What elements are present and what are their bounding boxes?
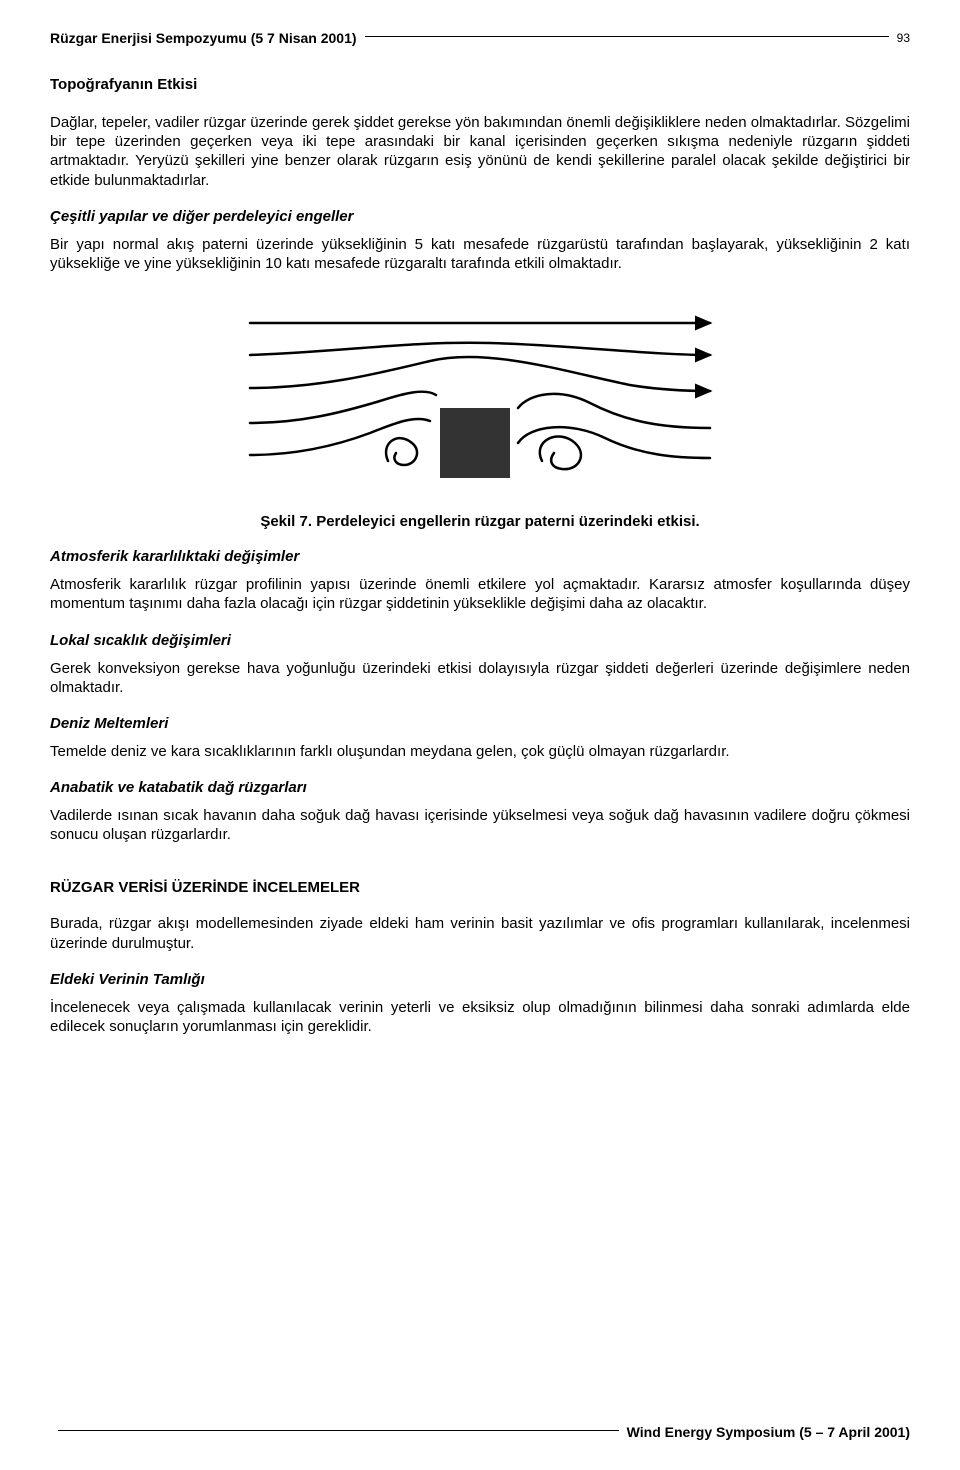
- section-sea-breeze-title: Deniz Meltemleri: [50, 715, 910, 732]
- section-sea-breeze-paragraph: Temelde deniz ve kara sıcaklıklarının fa…: [50, 742, 910, 761]
- section-topography-title: Topoğrafyanın Etkisi: [50, 76, 910, 93]
- section-wind-data-title: RÜZGAR VERİSİ ÜZERİNDE İNCELEMELER: [50, 879, 910, 896]
- section-wind-data-paragraph: Burada, rüzgar akışı modellemesinden ziy…: [50, 914, 910, 952]
- wind-flow-diagram: [230, 293, 730, 493]
- figure-caption: Şekil 7. Perdeleyici engellerin rüzgar p…: [50, 513, 910, 530]
- header-title: Rüzgar Enerjisi Sempozyumu (5 7 Nisan 20…: [50, 30, 357, 46]
- footer-rule: [58, 1430, 619, 1431]
- page-header: Rüzgar Enerjisi Sempozyumu (5 7 Nisan 20…: [50, 30, 910, 46]
- section-anabatic-paragraph: Vadilerde ısınan sıcak havanın daha soğu…: [50, 806, 910, 844]
- section-obstacles-paragraph: Bir yapı normal akış paterni üzerinde yü…: [50, 235, 910, 273]
- page-number: 93: [897, 31, 910, 45]
- header-rule: [365, 36, 889, 37]
- page-footer: Wind Energy Symposium (5 – 7 April 2001): [50, 1424, 910, 1440]
- section-data-completeness-paragraph: İncelenecek veya çalışmada kullanılacak …: [50, 998, 910, 1036]
- section-local-temp-title: Lokal sıcaklık değişimleri: [50, 632, 910, 649]
- section-atmospheric-title: Atmosferik kararlılıktaki değişimler: [50, 548, 910, 565]
- section-data-completeness-title: Eldeki Verinin Tamlığı: [50, 971, 910, 988]
- section-obstacles-title: Çeşitli yapılar ve diğer perdeleyici eng…: [50, 208, 910, 225]
- section-atmospheric-paragraph: Atmosferik kararlılık rüzgar profilinin …: [50, 575, 910, 613]
- footer-title: Wind Energy Symposium (5 – 7 April 2001): [627, 1424, 910, 1440]
- section-topography-paragraph: Dağlar, tepeler, vadiler rüzgar üzerinde…: [50, 113, 910, 190]
- section-anabatic-title: Anabatik ve katabatik dağ rüzgarları: [50, 779, 910, 796]
- section-local-temp-paragraph: Gerek konveksiyon gerekse hava yoğunluğu…: [50, 659, 910, 697]
- figure-wind-flow: [50, 293, 910, 493]
